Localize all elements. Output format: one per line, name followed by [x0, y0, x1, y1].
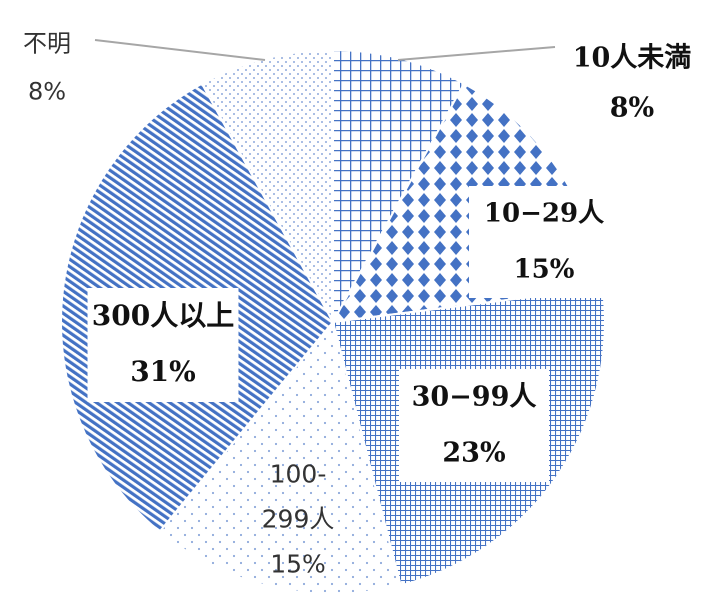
slice-label-5: 300人以上 31%	[92, 299, 234, 388]
slice-label-line: 15%	[514, 254, 575, 284]
slice-label-line: 300人以上	[92, 299, 234, 332]
slice-label-line: 100-	[270, 460, 327, 489]
slice-label-line: 8%	[28, 78, 66, 106]
label-background-3	[399, 369, 549, 482]
slice-label-1: 10人未満 8%	[573, 42, 692, 123]
slice-label-line: 15%	[270, 550, 326, 579]
slice-label-3: 30−99人 23%	[412, 381, 537, 468]
slice-label-line: 10人未満	[573, 42, 692, 73]
leader-line-6	[94, 39, 266, 61]
leader-line-1	[397, 46, 556, 61]
slice-label-6: 不明 8%	[23, 30, 71, 106]
slice-label-line: 299人	[262, 505, 335, 534]
label-background-2	[469, 186, 619, 298]
slice-label-line: 不明	[23, 30, 71, 58]
slice-label-line: 23%	[442, 437, 505, 468]
slice-label-line: 31%	[130, 355, 196, 388]
pie-slice-1	[332, 48, 466, 323]
slice-label-line: 8%	[610, 92, 654, 123]
slice-label-line: 10−29人	[484, 198, 604, 228]
label-background-5	[87, 288, 239, 402]
pie-slice-4	[158, 319, 402, 595]
pie-slice-6	[200, 48, 334, 323]
slice-label-line: 30−99人	[412, 381, 537, 412]
slice-label-4: 100- 299人 15%	[262, 460, 335, 579]
slice-label-2: 10−29人 15%	[484, 198, 604, 284]
